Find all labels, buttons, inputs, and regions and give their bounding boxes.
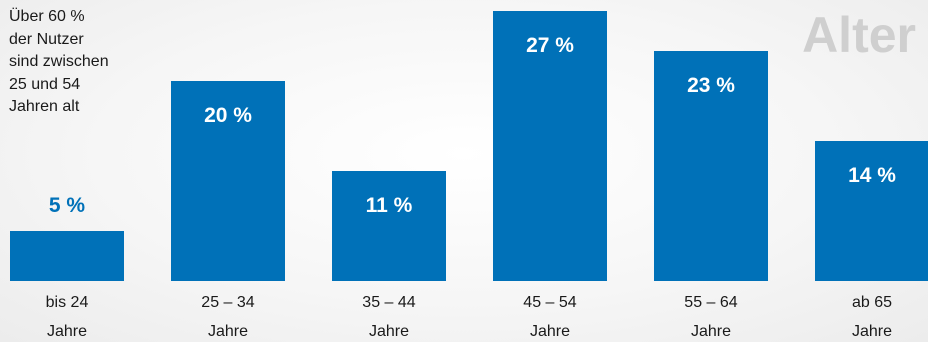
bars-group	[10, 11, 928, 281]
x-tick-label: 45 – 54	[523, 294, 576, 311]
bar	[171, 81, 285, 281]
data-label: 23 %	[687, 74, 735, 97]
x-tick-label: ab 65	[852, 294, 892, 311]
data-labels-group: 5 % 20 % 11 % 27 % 23 % 14 %	[49, 34, 896, 217]
bar	[332, 171, 446, 281]
annotation-line: Jahren alt	[9, 98, 80, 115]
x-tick-label: 55 – 64	[684, 294, 737, 311]
data-label: 20 %	[204, 104, 252, 127]
x-tick-label: bis 24	[46, 294, 89, 311]
annotation-line: Über 60 %	[9, 8, 85, 25]
x-tick-label: 35 – 44	[362, 294, 415, 311]
bar	[493, 11, 607, 281]
x-tick-label: Jahre	[369, 323, 409, 340]
annotation-note: Über 60 % der Nutzer sind zwischen 25 un…	[9, 6, 159, 119]
chart-title: Alter	[802, 7, 916, 63]
x-tick-label: Jahre	[47, 323, 87, 340]
annotation-line: 25 und 54	[9, 75, 81, 93]
data-label: 11 %	[366, 194, 413, 217]
bar	[815, 141, 928, 281]
bar	[654, 51, 768, 281]
annotation-line: sind zwischen	[9, 53, 109, 70]
x-tick-label: Jahre	[530, 323, 570, 340]
x-tick-label: Jahre	[691, 323, 731, 340]
data-label: 14 %	[848, 164, 896, 187]
x-tick-label: Jahre	[208, 323, 248, 340]
bar	[10, 231, 124, 281]
data-label: 5 %	[49, 194, 86, 217]
x-tick-label: Jahre	[852, 323, 892, 340]
annotation-line: der Nutzer	[9, 30, 84, 48]
data-label: 27 %	[526, 34, 574, 57]
x-axis-ticks: bis 24 Jahre 25 – 34 Jahre 35 – 44 Jahre 45 – …	[46, 294, 892, 340]
x-tick-label: 25 – 34	[201, 294, 254, 311]
